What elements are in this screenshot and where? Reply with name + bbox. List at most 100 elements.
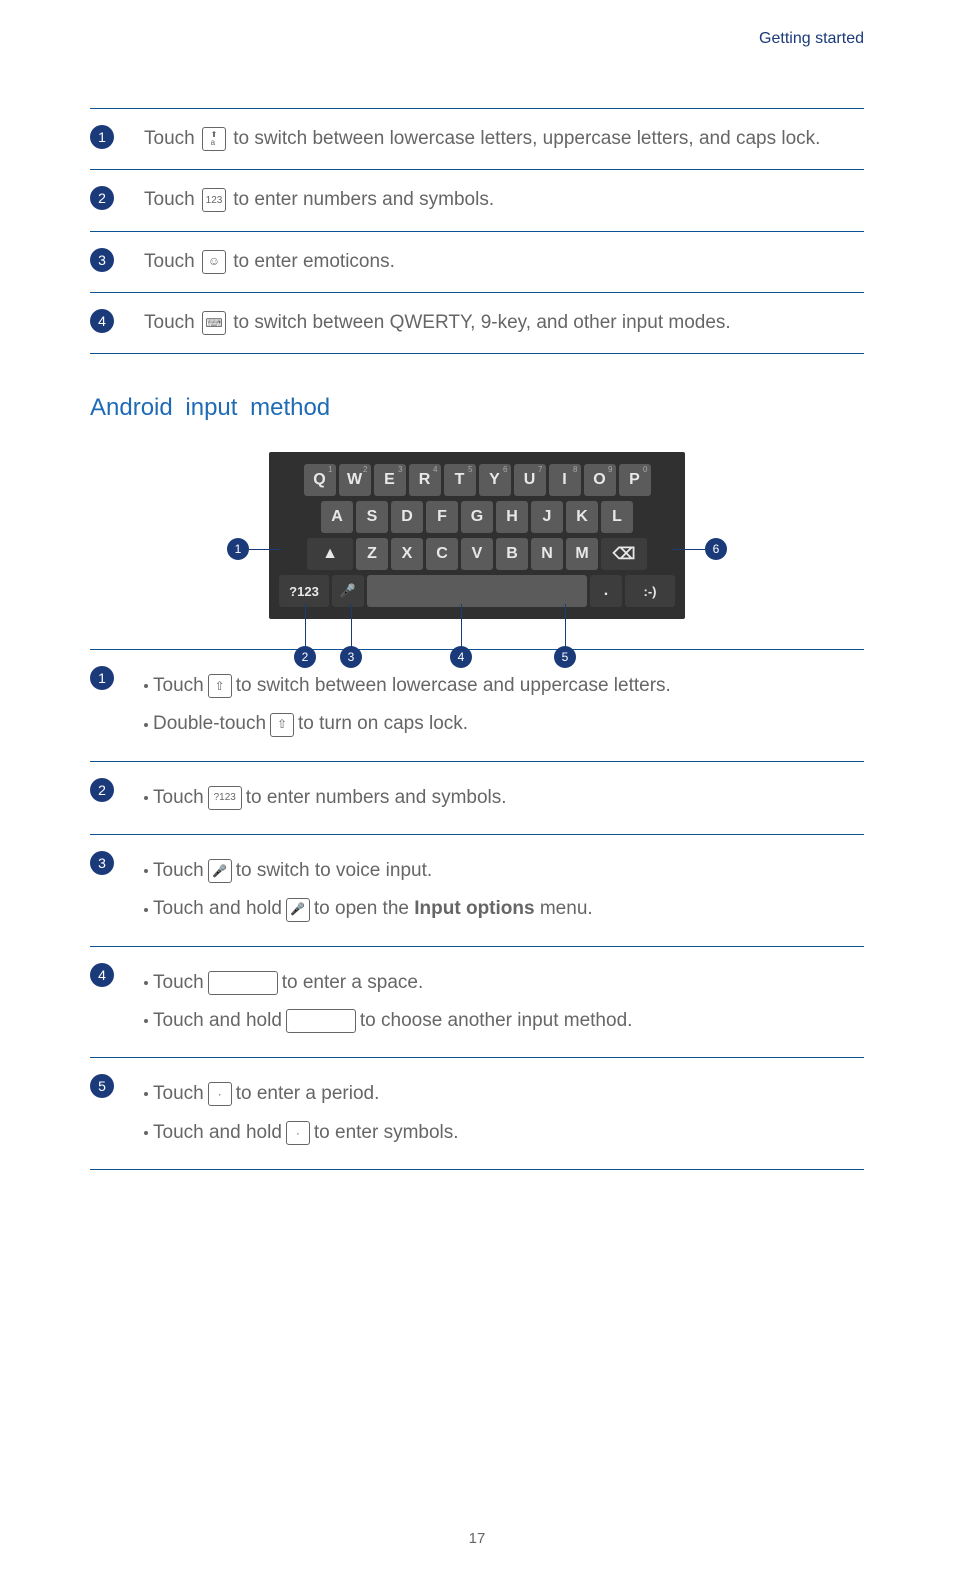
callout-badge-1: 1 — [227, 538, 249, 560]
letter-key[interactable]: G — [461, 501, 493, 533]
letter-key[interactable]: H — [496, 501, 528, 533]
text: to enter numbers and symbols. — [246, 782, 507, 814]
bullet-line: Touch and hold to choose another input m… — [144, 1005, 864, 1037]
text: to enter symbols. — [314, 1117, 459, 1149]
text: Touch and hold — [153, 1117, 282, 1149]
text: Touch — [153, 782, 204, 814]
letter-key[interactable]: C — [426, 538, 458, 570]
letter-key[interactable]: A — [321, 501, 353, 533]
numbers-key-icon: 123 — [202, 188, 226, 212]
letter-key[interactable]: S — [356, 501, 388, 533]
text: to enter a space. — [282, 967, 424, 999]
text: Touch — [153, 855, 204, 887]
bullet-line: Touch · to enter a period. — [144, 1078, 864, 1110]
divider — [90, 353, 864, 354]
row-text: Touch ?123to enter numbers and symbols. — [144, 776, 864, 820]
text: to turn on caps lock. — [298, 708, 468, 740]
text: Touch — [153, 670, 204, 702]
backspace-key[interactable]: ⌫ — [601, 538, 647, 570]
mic-key-icon: 🎤 — [286, 898, 310, 922]
divider — [90, 1169, 864, 1170]
row-badge: 4 — [90, 309, 114, 333]
letter-key[interactable]: R4 — [409, 464, 441, 496]
letter-key[interactable]: J — [531, 501, 563, 533]
bullet-dot — [144, 1092, 148, 1096]
table-row: 4 Touch to enter a space. Touch and hold t… — [90, 947, 864, 1058]
emoticon-key-icon: ☺ — [202, 250, 226, 274]
row-badge: 4 — [90, 963, 114, 987]
text: Touch — [153, 967, 204, 999]
table-row: 3 Touch ☺ to enter emoticons. — [90, 232, 864, 292]
text: to switch between lowercase and uppercas… — [236, 670, 671, 702]
keyboard-row: ▲ ZXCVBNM ⌫ — [279, 538, 675, 570]
space-key[interactable] — [367, 575, 587, 607]
letter-key[interactable]: I8 — [549, 464, 581, 496]
letter-key[interactable]: K — [566, 501, 598, 533]
letter-key[interactable]: B — [496, 538, 528, 570]
callout-line — [305, 604, 306, 648]
row-badge: 3 — [90, 851, 114, 875]
row-badge: 2 — [90, 778, 114, 802]
bullet-dot — [144, 684, 148, 688]
smiley-key[interactable]: :-) — [625, 575, 675, 607]
bullet-line: Touch and hold · to enter symbols. — [144, 1117, 864, 1149]
bottom-table: 1 Touch ⇧to switch between lowercase and … — [90, 649, 864, 1170]
table-row: 5Touch · to enter a period.Touch and hol… — [90, 1058, 864, 1169]
row-text: Touch 🎤to switch to voice input.Touch an… — [144, 849, 864, 932]
section-title: Android input method — [90, 394, 864, 422]
row-text: Touch 123 to enter numbers and symbols. — [144, 184, 864, 216]
page-header: Getting started — [90, 30, 864, 48]
letter-key[interactable]: V — [461, 538, 493, 570]
bullet-line: Touch to enter a space. — [144, 967, 864, 999]
letter-key[interactable]: T5 — [444, 464, 476, 496]
bullet-dot — [144, 869, 148, 873]
shift-key[interactable]: ▲ — [307, 538, 353, 570]
letter-key[interactable]: Q1 — [304, 464, 336, 496]
row-badge: 1 — [90, 666, 114, 690]
letter-key[interactable]: X — [391, 538, 423, 570]
letter-key[interactable]: L — [601, 501, 633, 533]
letter-key[interactable]: D — [391, 501, 423, 533]
keyboard: Q1W2E3R4T5Y6U7I8O9P0 ASDFGHJKL ▲ ZXCVBNM… — [269, 452, 685, 619]
mic-key[interactable]: 🎤 — [332, 575, 364, 607]
period-key-icon: · — [208, 1082, 232, 1106]
letter-key[interactable]: F — [426, 501, 458, 533]
bullet-line: Touch and hold 🎤to open the Input option… — [144, 893, 864, 925]
bullet-line: Double-touch ⇧to turn on caps lock. — [144, 708, 864, 740]
table-row: 1 Touch ⇧to switch between lowercase and … — [90, 650, 864, 761]
row-text: Touch ⇧to switch between lowercase and u… — [144, 664, 864, 747]
bullet-dot — [144, 1019, 148, 1023]
bullet-dot — [144, 723, 148, 727]
callout-badge-6: 6 — [705, 538, 727, 560]
letter-key[interactable]: W2 — [339, 464, 371, 496]
letter-key[interactable]: U7 — [514, 464, 546, 496]
row-badge: 3 — [90, 248, 114, 272]
row-badge: 1 — [90, 125, 114, 149]
text: Touch and hold — [153, 893, 282, 925]
keyboard-figure: 1 6 Q1W2E3R4T5Y6U7I8O9P0 ASDFGHJKL ▲ ZXC… — [90, 452, 864, 619]
letter-key[interactable]: Z — [356, 538, 388, 570]
letter-key[interactable]: P0 — [619, 464, 651, 496]
letter-key[interactable]: E3 — [374, 464, 406, 496]
callout-line — [461, 604, 462, 648]
period-key[interactable]: . — [590, 575, 622, 607]
text: to switch to voice input. — [236, 855, 432, 887]
callout-line — [565, 604, 566, 648]
text: Touch — [153, 1078, 204, 1110]
row-text: Touch ⬆a to switch between lowercase let… — [144, 123, 864, 155]
text: Double-touch — [153, 708, 266, 740]
space-key-icon — [286, 1009, 356, 1033]
letter-key[interactable]: Y6 — [479, 464, 511, 496]
bullet-dot — [144, 981, 148, 985]
period-key-icon: · — [286, 1121, 310, 1145]
text: Touch and hold — [153, 1005, 282, 1037]
keyboard-row: ?123 🎤 . :-) — [279, 575, 675, 607]
letter-key[interactable]: N — [531, 538, 563, 570]
bullet-line: Touch ⇧to switch between lowercase and u… — [144, 670, 864, 702]
letter-key[interactable]: O9 — [584, 464, 616, 496]
letter-key[interactable]: M — [566, 538, 598, 570]
row-text: Touch to enter a space. Touch and hold to… — [144, 961, 864, 1044]
mic-key-icon: 🎤 — [208, 859, 232, 883]
symbols-key[interactable]: ?123 — [279, 575, 329, 607]
row-text: Touch ☺ to enter emoticons. — [144, 246, 864, 278]
